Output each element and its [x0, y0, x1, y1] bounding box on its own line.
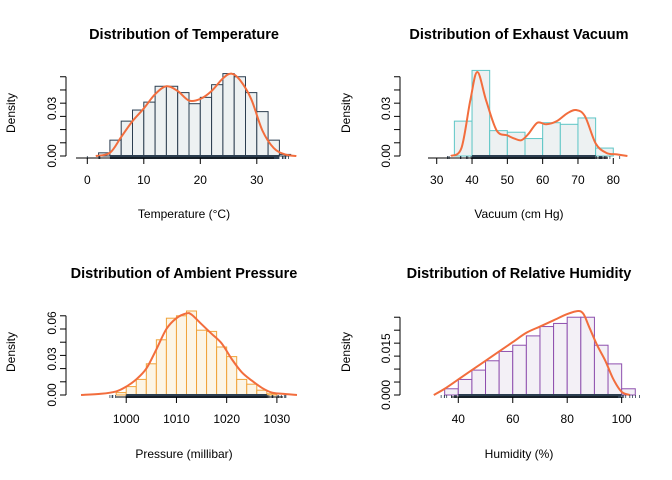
histogram-bar: [539, 326, 555, 396]
histogram-bar: [165, 317, 177, 396]
y-axis: 0.00 0.03: [45, 76, 67, 168]
panel-ambient-pressure: Distribution of Ambient Pressure Density…: [4, 266, 297, 461]
y-tick-label: 0.015: [379, 333, 393, 363]
x-tick-label: 10: [137, 173, 151, 187]
histogram-bar: [199, 96, 213, 157]
histogram-bar: [185, 310, 198, 396]
x-tick-label: 60: [506, 412, 520, 426]
y-tick-label: 0.03: [45, 96, 59, 120]
x-tick-label: 40: [452, 412, 466, 426]
x-tick-label: 30: [250, 173, 264, 187]
x-tick-label: 20: [194, 173, 208, 187]
histogram-bar: [524, 138, 544, 157]
x-tick-label: 30: [430, 173, 444, 187]
x-tick-label: 60: [536, 173, 550, 187]
x-axis-label: Pressure (millibar): [135, 447, 232, 461]
x-axis: 30 40 50 60 70 80: [428, 157, 621, 187]
density-curve: [450, 70, 628, 157]
histogram-bar: [125, 386, 137, 396]
density-curve: [80, 312, 298, 396]
rug-band: [109, 155, 280, 159]
histogram-bar: [120, 120, 133, 157]
histogram-bar: [145, 363, 157, 396]
y-tick-label: 0.06: [45, 311, 59, 335]
histogram-bar: [246, 383, 258, 396]
y-axis: 0.00 0.03: [379, 76, 401, 168]
density-curve: [433, 309, 631, 396]
histogram-bar: [236, 378, 248, 396]
histogram-bar: [566, 316, 582, 396]
y-tick-label: 0.03: [379, 96, 393, 120]
y-tick-label: 0.000: [379, 380, 393, 410]
histogram-bar: [188, 103, 201, 157]
panel-exhaust-vacuum: Distribution of Exhaust Vacuum Density V…: [339, 27, 629, 221]
x-axis: 0 10 20 30: [76, 157, 274, 187]
x-tick-label: 80: [561, 412, 575, 426]
histogram-bar: [154, 85, 167, 157]
y-tick-label: 0.00: [45, 144, 59, 168]
x-axis-label: Temperature (°C): [138, 207, 230, 221]
x-axis: 1000 1010 1020 1030: [113, 396, 291, 426]
x-tick-label: 1010: [163, 412, 190, 426]
histogram-bar: [132, 109, 145, 157]
x-tick-label: 1000: [113, 412, 140, 426]
x-tick-label: 40: [465, 173, 479, 187]
histogram-bar: [143, 101, 156, 157]
histogram-bar: [444, 388, 459, 396]
histogram-bar: [135, 378, 147, 396]
y-axis-label: Density: [4, 93, 18, 133]
panel-title: Distribution of Relative Humidity: [407, 266, 632, 282]
histogram-bar: [498, 350, 514, 396]
histogram-bar: [206, 330, 218, 396]
x-axis: 40 60 80 100: [451, 396, 632, 426]
histogram-bar: [216, 346, 228, 396]
x-tick-label: 100: [612, 412, 632, 426]
histogram-bar: [553, 322, 568, 396]
x-tick-label: 1030: [264, 412, 291, 426]
y-tick-label: 0.00: [45, 383, 59, 407]
panel-title: Distribution of Ambient Pressure: [71, 266, 298, 282]
histogram-bar: [512, 344, 527, 396]
x-tick-label: 70: [571, 173, 585, 187]
histogram-bar: [109, 139, 122, 157]
histogram-bar: [245, 92, 258, 157]
histogram-bar: [485, 360, 500, 396]
histogram-bar: [457, 378, 473, 396]
x-tick-label: 0: [84, 173, 91, 187]
panel-temperature: Distribution of Temperature Density Temp…: [4, 27, 297, 221]
histogram-bar: [222, 73, 235, 157]
histogram-bar: [471, 369, 487, 396]
panel-title: Distribution of Temperature: [89, 27, 279, 43]
histogram-bar: [559, 123, 579, 157]
rug-band: [472, 155, 596, 159]
rug-band: [458, 394, 622, 398]
histogram-bar: [580, 316, 595, 396]
histogram-bar: [175, 315, 187, 396]
x-axis-label: Vacuum (cm Hg): [474, 207, 563, 221]
y-axis-label: Density: [4, 332, 18, 372]
panel-relative-humidity: Distribution of Relative Humidity Densit…: [339, 266, 640, 461]
y-axis-label: Density: [339, 332, 353, 372]
histogram-bar: [165, 85, 179, 157]
histogram-bar: [196, 329, 208, 396]
density-curve: [95, 72, 297, 157]
y-axis: 0.00 0.03 0.06: [45, 311, 67, 407]
x-tick-label: 1020: [213, 412, 240, 426]
y-axis: 0.000 0.015: [379, 316, 401, 410]
y-tick-label: 0.03: [45, 347, 59, 371]
histogram-bar: [177, 92, 190, 157]
histogram-bar: [233, 76, 246, 157]
histogram-bar: [542, 122, 561, 157]
x-tick-label: 80: [607, 173, 621, 187]
histogram-bar: [525, 335, 541, 396]
x-tick-label: 50: [501, 173, 515, 187]
x-axis-label: Humidity (%): [485, 447, 554, 461]
histogram-bar: [211, 84, 224, 157]
y-tick-label: 0.00: [379, 144, 393, 168]
y-axis-label: Density: [339, 93, 353, 133]
histogram-bar: [115, 392, 127, 396]
panel-title: Distribution of Exhaust Vacuum: [409, 27, 628, 43]
